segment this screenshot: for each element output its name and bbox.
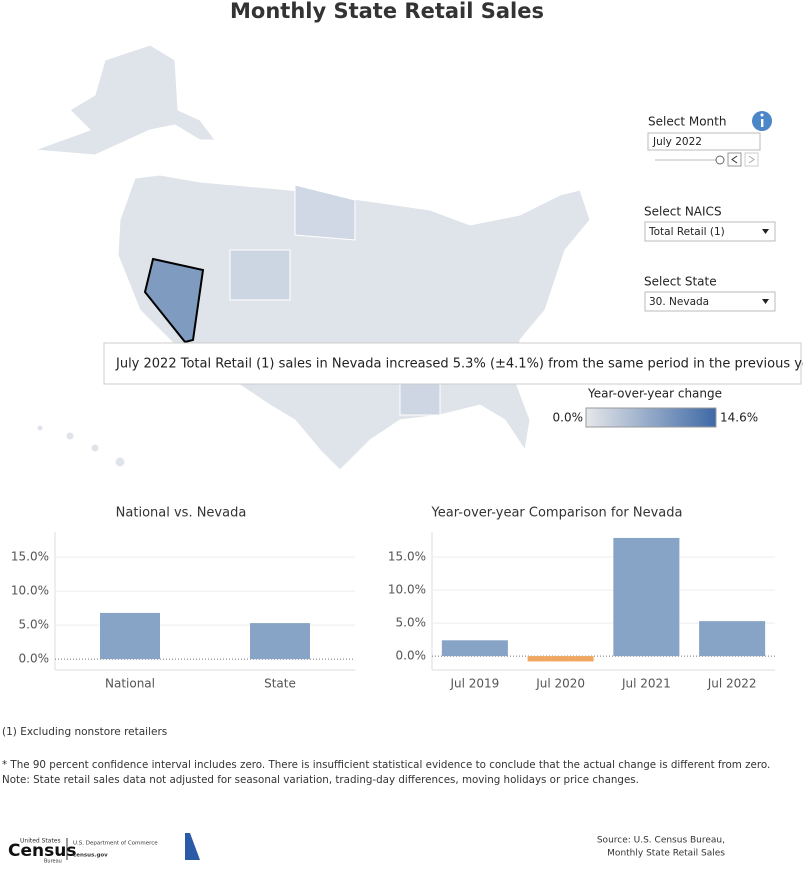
y-tick-label: 10.0% xyxy=(11,584,49,598)
legend-min: 0.0% xyxy=(553,411,584,425)
logo-site: census.gov xyxy=(73,853,108,859)
next-icon xyxy=(748,155,755,164)
chart-title: National vs. Nevada xyxy=(116,506,247,521)
nevada-highlight[interactable] xyxy=(143,257,205,344)
x-tick-label: Jul 2022 xyxy=(707,677,757,691)
legend-title: Year-over-year change xyxy=(587,387,722,401)
prev-button[interactable] xyxy=(727,152,742,167)
y-tick-label: 5.0% xyxy=(19,618,50,632)
dropdown-arrow xyxy=(762,229,769,234)
bar xyxy=(100,612,160,660)
map xyxy=(34,44,591,471)
state-label: Select State xyxy=(644,275,717,289)
source: Source: U.S. Census Bureau, xyxy=(597,836,725,846)
naics-dropdown[interactable] xyxy=(644,221,776,242)
bar xyxy=(250,623,310,660)
chart-title: Year-over-year Comparison for Nevada xyxy=(431,506,683,521)
logo-top: United States xyxy=(20,838,61,845)
tooltip-box xyxy=(103,342,802,385)
y-tick-label: 10.0% xyxy=(388,583,426,597)
naics-value: Total Retail (1) xyxy=(648,226,725,238)
source: Monthly State Retail Sales xyxy=(607,849,725,859)
logo-dept: U.S. Department of Commerce xyxy=(73,841,158,847)
state-value: 30. Nevada xyxy=(649,296,709,308)
y-tick-label: 5.0% xyxy=(396,616,427,630)
bar xyxy=(441,640,508,657)
month-value: July 2022 xyxy=(652,136,702,148)
footnote: * The 90 percent confidence interval inc… xyxy=(2,759,770,771)
x-tick-label: Jul 2019 xyxy=(449,677,499,691)
legend-gradient xyxy=(585,407,717,428)
naics-label: Select NAICS xyxy=(644,205,722,219)
x-tick-label: National xyxy=(105,677,155,691)
y-tick-label: 15.0% xyxy=(388,550,426,564)
logo-sub: Bureau xyxy=(44,859,62,865)
x-tick-label: State xyxy=(264,677,296,691)
y-tick-label: 15.0% xyxy=(11,550,49,564)
next-button[interactable] xyxy=(744,152,759,167)
dropdown-arrow xyxy=(762,299,769,304)
bar xyxy=(613,537,680,657)
slider-thumb[interactable] xyxy=(715,155,725,165)
month-label: Select Month xyxy=(648,115,726,129)
x-tick-label: Jul 2020 xyxy=(535,677,585,691)
legend-max: 14.6% xyxy=(720,411,758,425)
bar xyxy=(527,656,594,662)
footnote: Note: State retail sales data not adjust… xyxy=(2,774,639,786)
bar xyxy=(699,621,766,657)
prev-icon xyxy=(731,155,738,164)
info-icon-dot xyxy=(760,113,764,117)
tooltip-text: July 2022 Total Retail (1) sales in Neva… xyxy=(115,357,803,372)
logo-name: Census xyxy=(8,841,76,861)
month-input[interactable] xyxy=(647,132,761,151)
state-dropdown[interactable] xyxy=(644,291,776,312)
y-tick-label: 0.0% xyxy=(396,649,427,663)
x-tick-label: Jul 2021 xyxy=(621,677,671,691)
badge-icon xyxy=(185,833,200,860)
footnote: (1) Excluding nonstore retailers xyxy=(2,726,167,738)
y-tick-label: 0.0% xyxy=(19,652,50,666)
info-icon-stem xyxy=(761,119,764,127)
title: Monthly State Retail Sales xyxy=(230,0,544,23)
